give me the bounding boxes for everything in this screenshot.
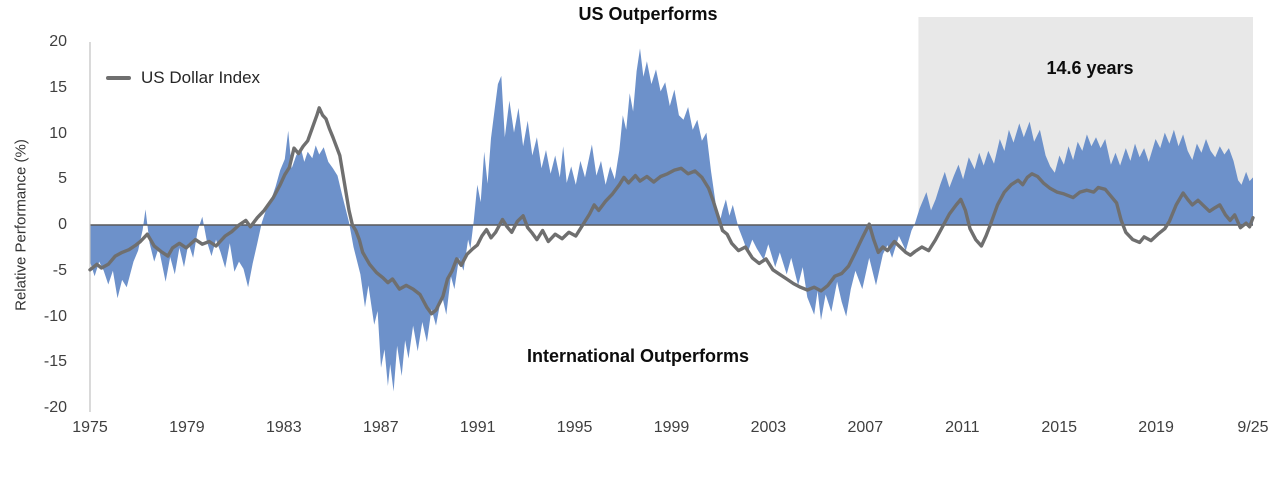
- x-tick-label: 1995: [556, 419, 593, 436]
- x-tick-label: 1987: [363, 419, 399, 436]
- y-tick-label: 5: [58, 170, 67, 187]
- x-tick-label: 2007: [847, 419, 884, 436]
- x-tick-label: 2015: [1041, 419, 1077, 436]
- x-tick-label: 1999: [653, 419, 690, 436]
- y-tick-label: 20: [49, 33, 67, 50]
- x-tick-label: 2003: [750, 419, 787, 436]
- label-highlight-duration: 14.6 years: [1046, 58, 1134, 78]
- x-tick-label: 9/25: [1237, 419, 1269, 436]
- y-tick-label: 15: [49, 79, 67, 96]
- x-tick-label: 2019: [1138, 419, 1174, 436]
- y-tick-label: -10: [43, 308, 67, 325]
- us-dollar-index-line-swatch: [106, 76, 131, 80]
- y-tick-label: 0: [58, 216, 67, 233]
- legend-label-us-dollar-index: US Dollar Index: [141, 68, 261, 87]
- x-tick-label: 1975: [72, 419, 108, 436]
- y-tick-label: -20: [43, 399, 67, 416]
- label-us-outperforms: US Outperforms: [578, 4, 718, 24]
- us-dollar-index-line: [88, 106, 1255, 316]
- y-tick-label: -15: [43, 353, 67, 370]
- y-tick-label: 10: [49, 125, 67, 142]
- relative-performance-area: [90, 48, 1253, 392]
- x-tick-label: 1979: [169, 419, 205, 436]
- x-tick-label: 2011: [945, 419, 980, 436]
- label-international-outperforms: International Outperforms: [526, 346, 750, 366]
- legend: US Dollar Index: [106, 68, 260, 88]
- x-tick-label: 1991: [459, 419, 496, 436]
- x-tick-label: 1983: [266, 419, 302, 436]
- y-tick-label: -5: [52, 262, 67, 279]
